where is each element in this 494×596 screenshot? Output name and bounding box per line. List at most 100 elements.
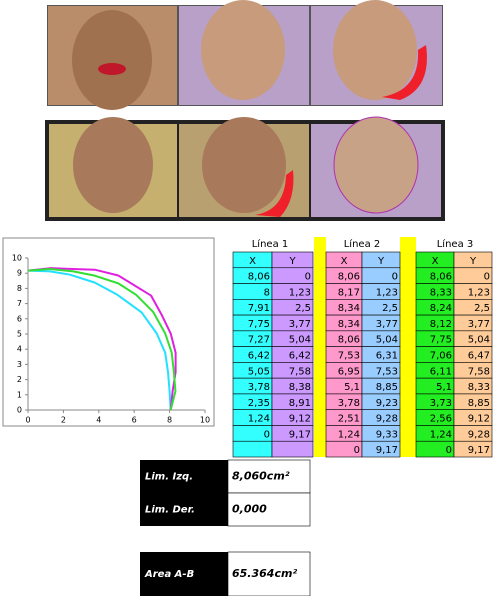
table-cell — [361, 440, 401, 458]
series-line — [27, 269, 172, 411]
cell-value: 8,06 — [248, 272, 270, 283]
x-tick-label: 8 — [167, 416, 172, 425]
face — [333, 116, 419, 214]
separator — [314, 237, 326, 457]
cell-value: 5,04 — [289, 335, 311, 346]
face — [73, 117, 153, 213]
cell-value: 1,23 — [468, 287, 490, 298]
result-value: 8,060cm² — [232, 470, 290, 483]
jaw-mark — [255, 170, 294, 217]
cell-value: 1,23 — [376, 287, 398, 298]
cell-value: 1,24 — [248, 414, 270, 425]
cell-value: 5,1 — [344, 382, 360, 393]
cell-value: 9,17 — [468, 445, 490, 456]
result-label: Lim. Izq. — [145, 472, 193, 483]
x-tick-label: 10 — [200, 416, 210, 425]
result-label: Lim. Der. — [145, 505, 195, 516]
cell-value: 1,23 — [289, 287, 311, 298]
column-header: X — [432, 256, 439, 267]
result-label-cell — [140, 493, 228, 526]
y-tick-label: 0 — [17, 406, 22, 415]
y-tick-label: 10 — [12, 254, 22, 263]
cell-value: 7,53 — [338, 351, 360, 362]
cell-value: 5,04 — [376, 335, 398, 346]
cell-value: 9,28 — [468, 429, 490, 440]
cell-value: 8,33 — [468, 382, 490, 393]
cell-value: 2,56 — [430, 414, 452, 425]
cell-value: 7,91 — [248, 303, 270, 314]
cell-value: 8 — [264, 287, 270, 298]
cell-value: 8,33 — [430, 287, 452, 298]
cell-value: 7,75 — [248, 319, 270, 330]
y-tick-label: 4 — [17, 345, 22, 354]
column-header: Y — [377, 256, 385, 267]
cell-value: 8,85 — [468, 398, 490, 409]
cell-value: 0 — [484, 272, 490, 283]
column-header: X — [249, 256, 256, 267]
lips — [98, 63, 126, 75]
result-label-cell — [140, 552, 228, 596]
cell-value: 3,77 — [468, 319, 490, 330]
cell-value: 8,34 — [338, 319, 360, 330]
x-tick-label: 6 — [132, 416, 137, 425]
cell-value: 0 — [354, 445, 360, 456]
cell-value: 8,06 — [338, 335, 360, 346]
x-tick-label: 2 — [61, 416, 66, 425]
column-header: X — [341, 256, 348, 267]
cell-value: 8,91 — [289, 398, 311, 409]
cell-value: 8,38 — [289, 382, 311, 393]
table-cell — [453, 440, 493, 458]
y-tick-label: 2 — [17, 375, 22, 384]
cell-value: 3,78 — [338, 398, 360, 409]
cell-value: 6,42 — [289, 351, 311, 362]
cell-value: 6,31 — [376, 351, 398, 362]
cell-value: 0 — [392, 272, 398, 283]
cell-value: 7,75 — [430, 335, 452, 346]
cell-value: 5,1 — [436, 382, 452, 393]
cell-value: 2,35 — [248, 398, 270, 409]
cell-value: 9,17 — [289, 429, 311, 440]
face — [72, 10, 152, 110]
cell-value: 6,11 — [430, 366, 452, 377]
table-title: Línea 1 — [252, 238, 289, 250]
cell-value: 3,77 — [376, 319, 398, 330]
cell-value: 0 — [264, 429, 270, 440]
photos — [45, 0, 445, 221]
result-value-cell — [227, 551, 311, 596]
cell-value: 7,58 — [289, 366, 311, 377]
cell-value: 7,53 — [376, 366, 398, 377]
cell-value: 9,12 — [289, 414, 311, 425]
separator — [400, 237, 416, 457]
cell-value: 1,24 — [338, 429, 360, 440]
cell-value: 9,33 — [376, 429, 398, 440]
result-value: 65.364cm² — [232, 567, 297, 580]
cell-value: 2,5 — [382, 303, 398, 314]
cell-value: 5,04 — [468, 335, 490, 346]
cell-value: 6,95 — [338, 366, 360, 377]
cell-value: 8,85 — [376, 382, 398, 393]
y-tick-label: 6 — [17, 314, 22, 323]
x-tick-label: 4 — [96, 416, 101, 425]
cell-value: 2,5 — [295, 303, 311, 314]
face — [333, 0, 417, 100]
cell-value: 8,06 — [430, 272, 452, 283]
results: Lim. Izq. 8,060cm² Lim. Der. 0,000 Area A-B 6… — [140, 459, 311, 596]
cell-value: 8,12 — [430, 319, 452, 330]
tables: Línea 1 X Y 8,06 0 8 1,23 7,91 2,5 7,75 3,77 7,27 5,… — [232, 238, 493, 458]
cell-value: 7,06 — [430, 351, 452, 362]
cell-value: 2,5 — [474, 303, 490, 314]
chart-frame — [2, 237, 215, 427]
cell-value: 3,78 — [248, 382, 270, 393]
y-tick-label: 9 — [17, 269, 22, 278]
y-tick-label: 7 — [17, 299, 22, 308]
cell-value: 7,58 — [468, 366, 490, 377]
result-label: Area A-B — [144, 569, 194, 580]
face — [202, 117, 286, 213]
cell-value: 9,12 — [468, 414, 490, 425]
jaw-mark — [382, 45, 427, 100]
series-line — [27, 267, 177, 411]
table-cell — [271, 440, 314, 458]
column-header: Y — [288, 256, 296, 267]
cell-value: 8,17 — [338, 287, 360, 298]
